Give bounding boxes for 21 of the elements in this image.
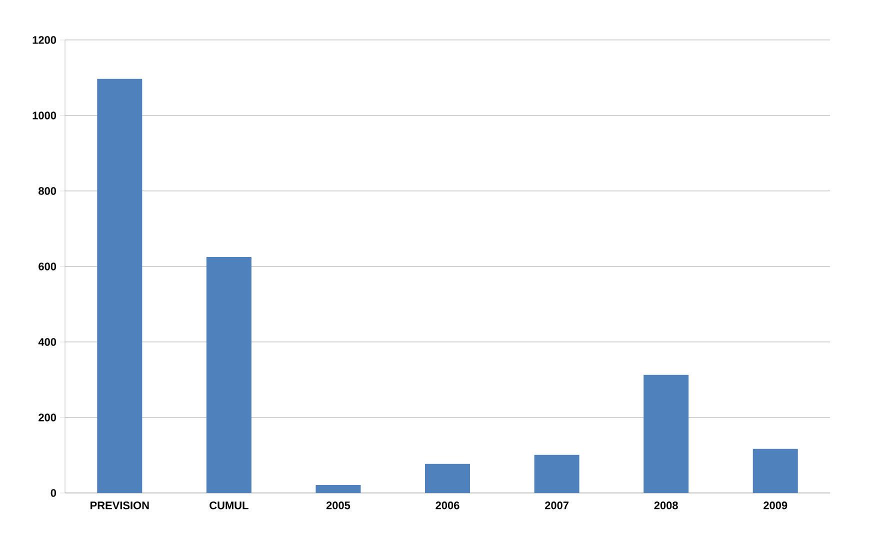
bar — [97, 78, 142, 493]
bar — [752, 448, 798, 493]
y-tick-label: 200 — [38, 414, 56, 422]
bar — [644, 374, 689, 493]
x-tick-label: CUMUL — [210, 502, 248, 510]
x-tick-label: 2009 — [764, 502, 788, 510]
bar — [316, 485, 361, 493]
y-tick-label: 400 — [38, 338, 56, 346]
bar — [206, 257, 252, 493]
x-tick-label: 2008 — [654, 502, 678, 510]
y-tick-label: 600 — [38, 262, 56, 270]
y-tick-label: 800 — [38, 187, 56, 195]
x-tick-label: 2006 — [436, 502, 460, 510]
y-tick-label: 1200 — [32, 36, 56, 44]
y-tick-label: 1000 — [32, 112, 56, 120]
bar — [534, 454, 580, 493]
x-tick-label: 2005 — [326, 502, 350, 510]
bar — [425, 464, 470, 493]
x-tick-label: 2007 — [544, 502, 568, 510]
x-tick-label: PREVISION — [90, 502, 149, 510]
y-tick-label: 0 — [50, 489, 56, 497]
